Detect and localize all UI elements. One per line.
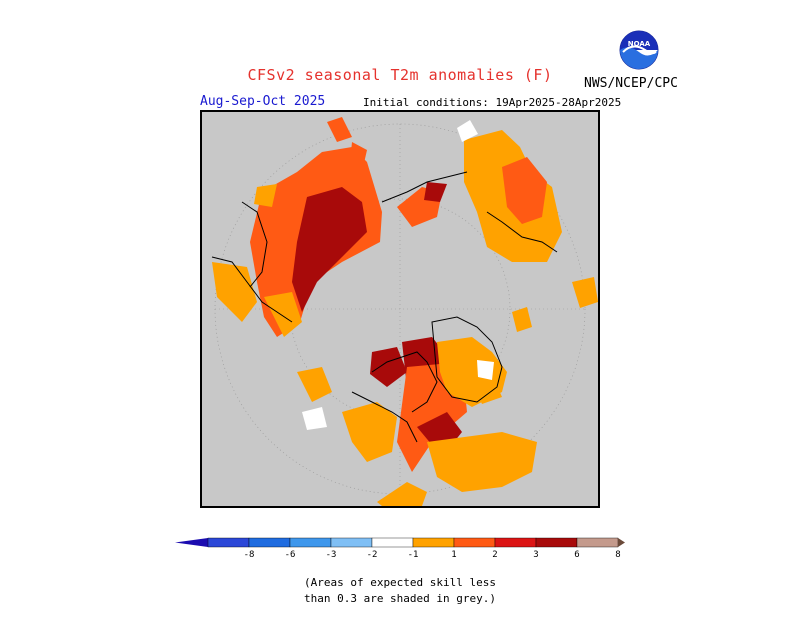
colorbar-tick-label: 3 xyxy=(533,550,538,560)
noaa-logo: NOAA xyxy=(619,30,659,70)
colorbar-tick-label: 1 xyxy=(451,550,456,560)
warm-anomaly-siberia xyxy=(212,117,447,337)
warm-anomaly-europe xyxy=(457,120,598,332)
skill-footnote-line1: (Areas of expected skill less xyxy=(303,576,497,589)
warm-anomaly-north-america xyxy=(297,337,537,506)
polar-map-svg xyxy=(211,117,598,506)
colorbar-swatch xyxy=(453,537,496,548)
warm-anomaly-greenland xyxy=(437,337,507,407)
colorbar-tick-label: -1 xyxy=(408,550,419,560)
coastlines xyxy=(211,171,558,443)
noaa-logo-text: NOAA xyxy=(628,40,651,48)
colorbar-tick-label: 6 xyxy=(574,550,579,560)
colorbar-swatch xyxy=(576,537,619,548)
colorbar-arrow-right xyxy=(618,538,625,547)
colorbar-swatch xyxy=(535,537,578,548)
colorbar-tick-label: -6 xyxy=(285,550,296,560)
colorbar-swatch xyxy=(494,537,537,548)
colorbar-swatch xyxy=(371,537,414,548)
colorbar-tick-label: 8 xyxy=(615,550,620,560)
colorbar-swatch xyxy=(330,537,373,548)
agency-label: NWS/NCEP/CPC xyxy=(584,76,678,91)
colorbar-swatch xyxy=(207,537,250,548)
colorbar-arrow-left xyxy=(175,538,208,547)
anomaly-map xyxy=(200,110,600,508)
forecast-period: Aug-Sep-Oct 2025 xyxy=(200,94,326,109)
map-title: CFSv2 seasonal T2m anomalies (F) xyxy=(247,66,553,84)
colorbar-swatch xyxy=(412,537,455,548)
colorbar-swatch xyxy=(248,537,291,548)
skill-footnote-line2: than 0.3 are shaded in grey.) xyxy=(303,592,497,605)
colorbar-swatch xyxy=(289,537,332,548)
colorbar-tick-label: 2 xyxy=(492,550,497,560)
skill-footnote: (Areas of expected skill less than 0.3 a… xyxy=(0,575,800,607)
colorbar: -8 -6 -3 -2 -1 1 2 3 6 8 xyxy=(175,537,625,560)
colorbar-tick-label: -2 xyxy=(367,550,378,560)
colorbar-tick-label: -8 xyxy=(244,550,255,560)
colorbar-tick-label: -3 xyxy=(326,550,337,560)
initial-conditions: Initial conditions: 19Apr2025-28Apr2025 xyxy=(363,96,622,109)
